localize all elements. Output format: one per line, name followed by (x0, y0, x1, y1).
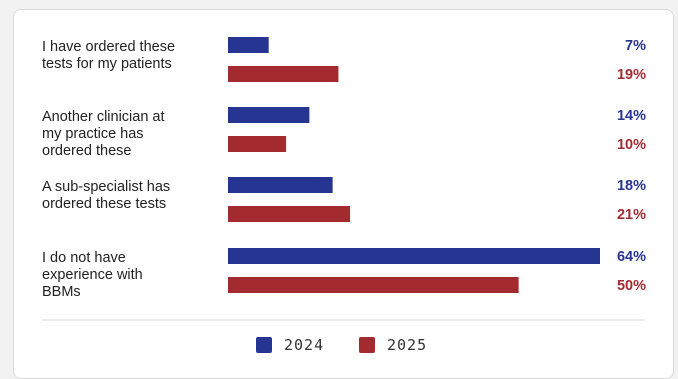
bar-2025 (228, 206, 351, 222)
bar-2024 (228, 177, 333, 193)
bar-2025 (228, 277, 519, 293)
category-label: Another clinician at my practice has order… (42, 109, 165, 159)
bar-chart: I have ordered these tests for my patient… (42, 37, 646, 354)
value-label-2025: 21% (617, 207, 646, 223)
value-label-2025: 10% (617, 137, 646, 153)
category-label: I have ordered these tests for my patient… (42, 39, 175, 72)
value-label-2024: 64% (617, 249, 646, 265)
category-label: I do not have experience with BBMs (42, 250, 143, 300)
legend-label-2025: 2025 (387, 336, 427, 354)
category-labels: I have ordered these tests for my patient… (42, 39, 175, 300)
bar-2024 (228, 107, 310, 123)
legend-swatch-2024 (256, 337, 272, 353)
value-label-2025: 50% (617, 278, 646, 294)
bars (228, 37, 600, 293)
legend: 2024 2025 (256, 336, 427, 354)
value-labels: 7% 19% 14% 10% 18% 21% 64% 50% (617, 38, 646, 294)
value-label-2024: 18% (617, 178, 646, 194)
legend-swatch-2025 (359, 337, 375, 353)
value-label-2025: 19% (617, 67, 646, 83)
bar-2025 (228, 66, 339, 82)
bar-2024 (228, 37, 269, 53)
value-label-2024: 14% (617, 108, 646, 124)
category-label: A sub-specialist has ordered these tests (42, 179, 170, 212)
bar-2025 (228, 136, 287, 152)
legend-label-2024: 2024 (284, 336, 324, 354)
chart-card (13, 9, 674, 379)
value-label-2024: 7% (625, 38, 646, 54)
bar-2024 (228, 248, 600, 264)
